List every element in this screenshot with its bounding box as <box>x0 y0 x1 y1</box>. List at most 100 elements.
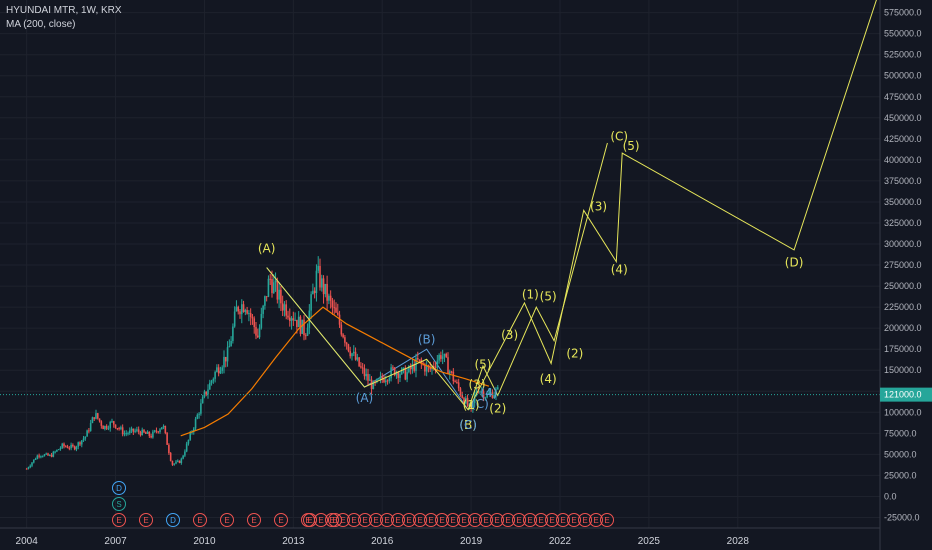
candle-body <box>125 433 128 435</box>
candle-body <box>336 312 339 315</box>
candle-body <box>347 344 350 352</box>
candle-body <box>296 319 298 328</box>
candle-body <box>27 467 30 469</box>
event-marker <box>391 513 405 527</box>
candle-body <box>212 378 215 381</box>
candle-body <box>95 413 97 419</box>
event-marker <box>247 513 261 527</box>
event-marker <box>545 513 559 527</box>
candle-body <box>146 431 149 434</box>
y-tick-label: 400000.0 <box>884 155 922 165</box>
y-tick-label: 525000.0 <box>884 50 922 60</box>
candle-body <box>79 442 81 445</box>
wave-label: (C) <box>459 418 477 432</box>
candle-body <box>214 371 216 379</box>
candle-body <box>136 429 138 431</box>
event-marker <box>435 513 449 527</box>
candle-body <box>367 373 369 381</box>
candle-body <box>379 376 382 379</box>
candle-body <box>178 460 181 463</box>
event-marker <box>501 513 515 527</box>
candle-body <box>242 304 245 312</box>
candle-body <box>107 428 110 430</box>
y-tick-label: -25000.0 <box>884 512 920 522</box>
x-axis: 2004 2007 2010 2013 2016 2019 2022 2025 2028 <box>0 527 880 547</box>
y-tick-label: 100000.0 <box>884 407 922 417</box>
candle-body <box>169 452 172 461</box>
event-marker-letter: S <box>116 500 121 509</box>
candle-body <box>155 430 158 432</box>
candle-body <box>168 444 170 453</box>
candle-body <box>361 367 364 369</box>
candle-body <box>32 459 35 463</box>
candle-body <box>470 404 472 409</box>
candle-body <box>368 379 371 381</box>
event-marker-letter: E <box>450 516 455 525</box>
event-marker-letter: E <box>362 516 367 525</box>
candle-body <box>324 283 327 295</box>
candle-body <box>304 335 307 337</box>
candle-body <box>59 447 62 450</box>
candle-body <box>452 371 455 382</box>
candle-body <box>493 395 496 399</box>
candle-body <box>86 430 88 437</box>
candle-body <box>61 443 64 448</box>
candle-body <box>77 442 80 447</box>
event-markers[interactable]: DSE E D E E E E E EE E E E E E E E E E E E E E E E E E E E E E E E E E E E <box>112 481 614 527</box>
candle-body <box>66 446 69 449</box>
candle-body <box>454 381 456 383</box>
candle-body <box>248 312 250 314</box>
candle-body <box>388 378 391 381</box>
event-marker-letter: E <box>305 516 310 525</box>
candle-body <box>457 382 460 389</box>
candle-body <box>429 366 432 370</box>
y-tick-label: 150000.0 <box>884 365 922 375</box>
wave-label: (1) <box>522 288 539 302</box>
event-marker-letter: E <box>329 516 334 525</box>
wave-label: (3) <box>469 378 486 392</box>
candle-body <box>408 366 410 373</box>
y-tick-label: 200000.0 <box>884 323 922 333</box>
candle-body <box>144 432 147 434</box>
candle-body <box>395 372 398 376</box>
candle-body <box>272 282 275 294</box>
candle-body <box>315 270 318 294</box>
candle-body <box>411 364 414 370</box>
event-marker <box>490 513 504 527</box>
candle-body <box>64 446 67 448</box>
event-marker-letter: E <box>560 516 565 525</box>
candle-body <box>31 462 33 466</box>
candle-body <box>292 318 295 321</box>
candle-body <box>240 304 243 315</box>
event-marker-letter: E <box>395 516 400 525</box>
candle-body <box>342 334 344 338</box>
candle-body <box>313 290 316 294</box>
candle-body <box>104 425 106 430</box>
y-tick-label: 350000.0 <box>884 197 922 207</box>
event-marker <box>523 513 537 527</box>
candle-body <box>402 367 405 369</box>
candle-body <box>306 327 309 336</box>
candle-body <box>100 421 103 426</box>
candle-body <box>438 355 440 361</box>
candle-body <box>139 431 142 436</box>
candle-body <box>184 451 186 456</box>
candle-body <box>329 295 332 301</box>
wave-label: (B) <box>459 418 477 432</box>
event-marker <box>578 513 592 527</box>
projection-line-main <box>266 0 877 411</box>
candle-body <box>488 392 490 394</box>
candle-body <box>233 311 236 327</box>
candle-body <box>440 355 442 359</box>
event-marker-letter: E <box>483 516 488 525</box>
event-marker <box>328 513 342 527</box>
candle-body <box>164 425 167 434</box>
wave-labels: (A)(A)(B)(B)(C)(C)(5)(3)(1)(4)(2)(3)(1)(… <box>258 130 804 433</box>
candle-body <box>63 443 65 447</box>
event-marker <box>468 513 482 527</box>
candle-body <box>461 394 464 398</box>
event-marker <box>369 513 383 527</box>
wave-label: (2) <box>566 347 583 361</box>
event-marker <box>446 513 460 527</box>
